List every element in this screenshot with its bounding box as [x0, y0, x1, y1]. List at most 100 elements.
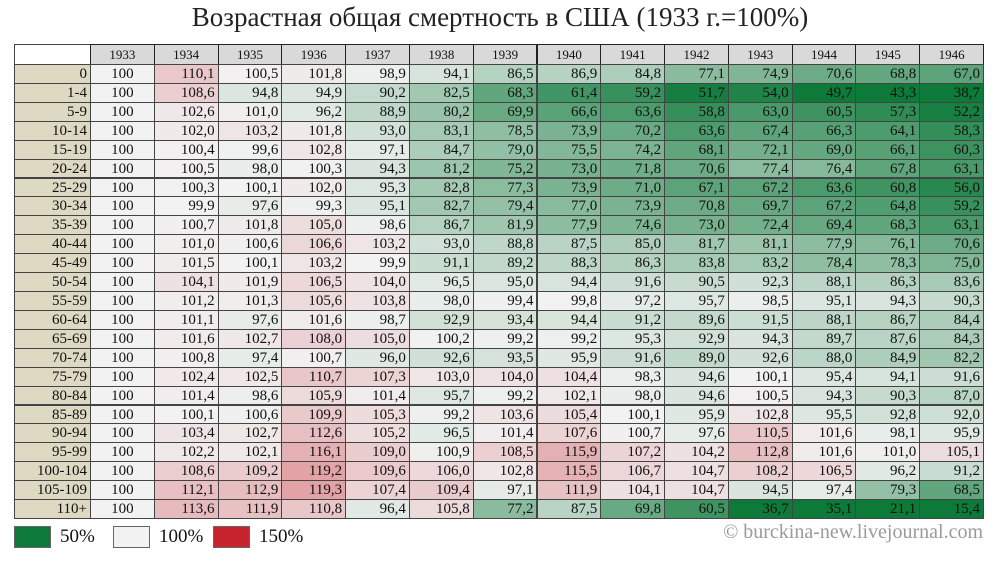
- table-cell: 104,1: [600, 480, 666, 501]
- table-cell: 97,1: [345, 139, 410, 160]
- table-cell: 69,0: [791, 139, 857, 160]
- table-cell: 108,0: [281, 328, 347, 349]
- table-cell: 70,6: [791, 64, 857, 84]
- table-cell: 98,9: [345, 64, 410, 84]
- table-cell: 93,0: [408, 234, 474, 255]
- table-cell: 70,8: [664, 196, 729, 217]
- table-cell: 92,9: [408, 309, 474, 330]
- table-cell: 99,4: [472, 291, 538, 311]
- table-cell: 49,7: [791, 82, 857, 103]
- table-cell: 43,3: [855, 82, 921, 103]
- table-cell: 99,9: [345, 253, 410, 274]
- table-cell: 100: [90, 499, 155, 519]
- table-cell: 102,1: [536, 385, 602, 406]
- table-cell: 100,7: [153, 215, 219, 236]
- table-cell: 98,6: [217, 385, 283, 406]
- table-cell: 96,0: [345, 347, 410, 368]
- table-cell: 108,2: [727, 461, 793, 482]
- table-cell: 105,1: [919, 442, 984, 463]
- table-cell: 97,6: [217, 309, 283, 330]
- table-cell: 101,0: [153, 234, 219, 255]
- table-cell: 100,9: [408, 442, 474, 463]
- row-label: 70-74: [14, 347, 91, 368]
- table-cell: 105,8: [408, 499, 474, 519]
- table-cell: 15,4: [919, 499, 984, 519]
- table-cell: 98,1: [855, 423, 921, 444]
- table-cell: 95,4: [791, 366, 857, 387]
- table-cell: 92,9: [664, 328, 729, 349]
- table-cell: 110,5: [727, 423, 793, 444]
- column-header: 1941: [600, 44, 666, 65]
- table-cell: 107,3: [345, 366, 410, 387]
- table-cell: 69,9: [472, 101, 538, 122]
- table-cell: 101,3: [217, 291, 283, 311]
- table-cell: 100: [90, 404, 155, 425]
- table-cell: 94,1: [408, 64, 474, 84]
- table-cell: 82,2: [919, 347, 984, 368]
- table-cell: 73,0: [664, 215, 729, 236]
- table-cell: 97,4: [791, 480, 857, 501]
- table-cell: 112,9: [217, 480, 283, 501]
- table-cell: 116,1: [281, 442, 347, 463]
- table-cell: 103,4: [153, 423, 219, 444]
- table-cell: 96,5: [408, 423, 474, 444]
- table-cell: 71,0: [600, 177, 666, 198]
- table-cell: 95,3: [345, 177, 410, 198]
- table-cell: 91,2: [919, 461, 984, 482]
- table-cell: 91,6: [600, 272, 666, 292]
- table-cell: 101,8: [217, 215, 283, 236]
- table-cell: 63,6: [664, 120, 729, 141]
- table-cell: 100: [90, 442, 155, 463]
- table-cell: 110,1: [153, 64, 219, 84]
- table-cell: 67,0: [919, 64, 984, 84]
- row-label: 30-34: [14, 196, 91, 217]
- table-cell: 81,1: [727, 234, 793, 255]
- table-cell: 79,4: [472, 196, 538, 217]
- table-cell: 82,5: [408, 82, 474, 103]
- table-cell: 94,4: [536, 309, 602, 330]
- table-cell: 101,0: [855, 442, 921, 463]
- table-cell: 100: [90, 64, 155, 84]
- table-cell: 106,5: [281, 272, 347, 292]
- table-cell: 69,4: [791, 215, 857, 236]
- row-label: 1-4: [14, 82, 91, 103]
- legend-label: 150%: [259, 526, 304, 547]
- table-cell: 87,0: [919, 385, 984, 406]
- table-cell: 100,5: [727, 385, 793, 406]
- table-cell: 100,2: [408, 328, 474, 349]
- table-cell: 89,6: [664, 309, 729, 330]
- table-cell: 109,4: [408, 480, 474, 501]
- table-cell: 109,0: [345, 442, 410, 463]
- table-cell: 77,9: [536, 215, 602, 236]
- table-cell: 52,2: [919, 101, 984, 122]
- table-cell: 100: [90, 120, 155, 141]
- table-cell: 99,2: [536, 328, 602, 349]
- table-cell: 68,3: [472, 82, 538, 103]
- table-cell: 72,4: [727, 215, 793, 236]
- table-cell: 21,1: [855, 499, 921, 519]
- table-cell: 107,2: [600, 442, 666, 463]
- row-label: 110+: [14, 499, 91, 519]
- table-cell: 97,6: [664, 423, 729, 444]
- table-cell: 90,5: [664, 272, 729, 292]
- table-cell: 96,2: [281, 101, 347, 122]
- table-cell: 73,0: [536, 158, 602, 179]
- table-cell: 97,6: [217, 196, 283, 217]
- table-cell: 77,1: [664, 64, 729, 84]
- table-cell: 74,9: [727, 64, 793, 84]
- table-cell: 78,5: [472, 120, 538, 141]
- table-cell: 81,7: [664, 234, 729, 255]
- table-cell: 60,3: [919, 139, 984, 160]
- table-cell: 101,2: [153, 291, 219, 311]
- table-cell: 100: [90, 328, 155, 349]
- table-cell: 100: [90, 253, 155, 274]
- table-cell: 101,9: [217, 272, 283, 292]
- table-cell: 110,8: [281, 499, 347, 519]
- table-cell: 95,0: [472, 272, 538, 292]
- table-cell: 91,2: [600, 309, 666, 330]
- table-cell: 115,5: [536, 461, 602, 482]
- table-cell: 103,6: [472, 404, 538, 425]
- table-cell: 102,1: [217, 442, 283, 463]
- table-cell: 90,3: [855, 385, 921, 406]
- table-cell: 103,2: [345, 234, 410, 255]
